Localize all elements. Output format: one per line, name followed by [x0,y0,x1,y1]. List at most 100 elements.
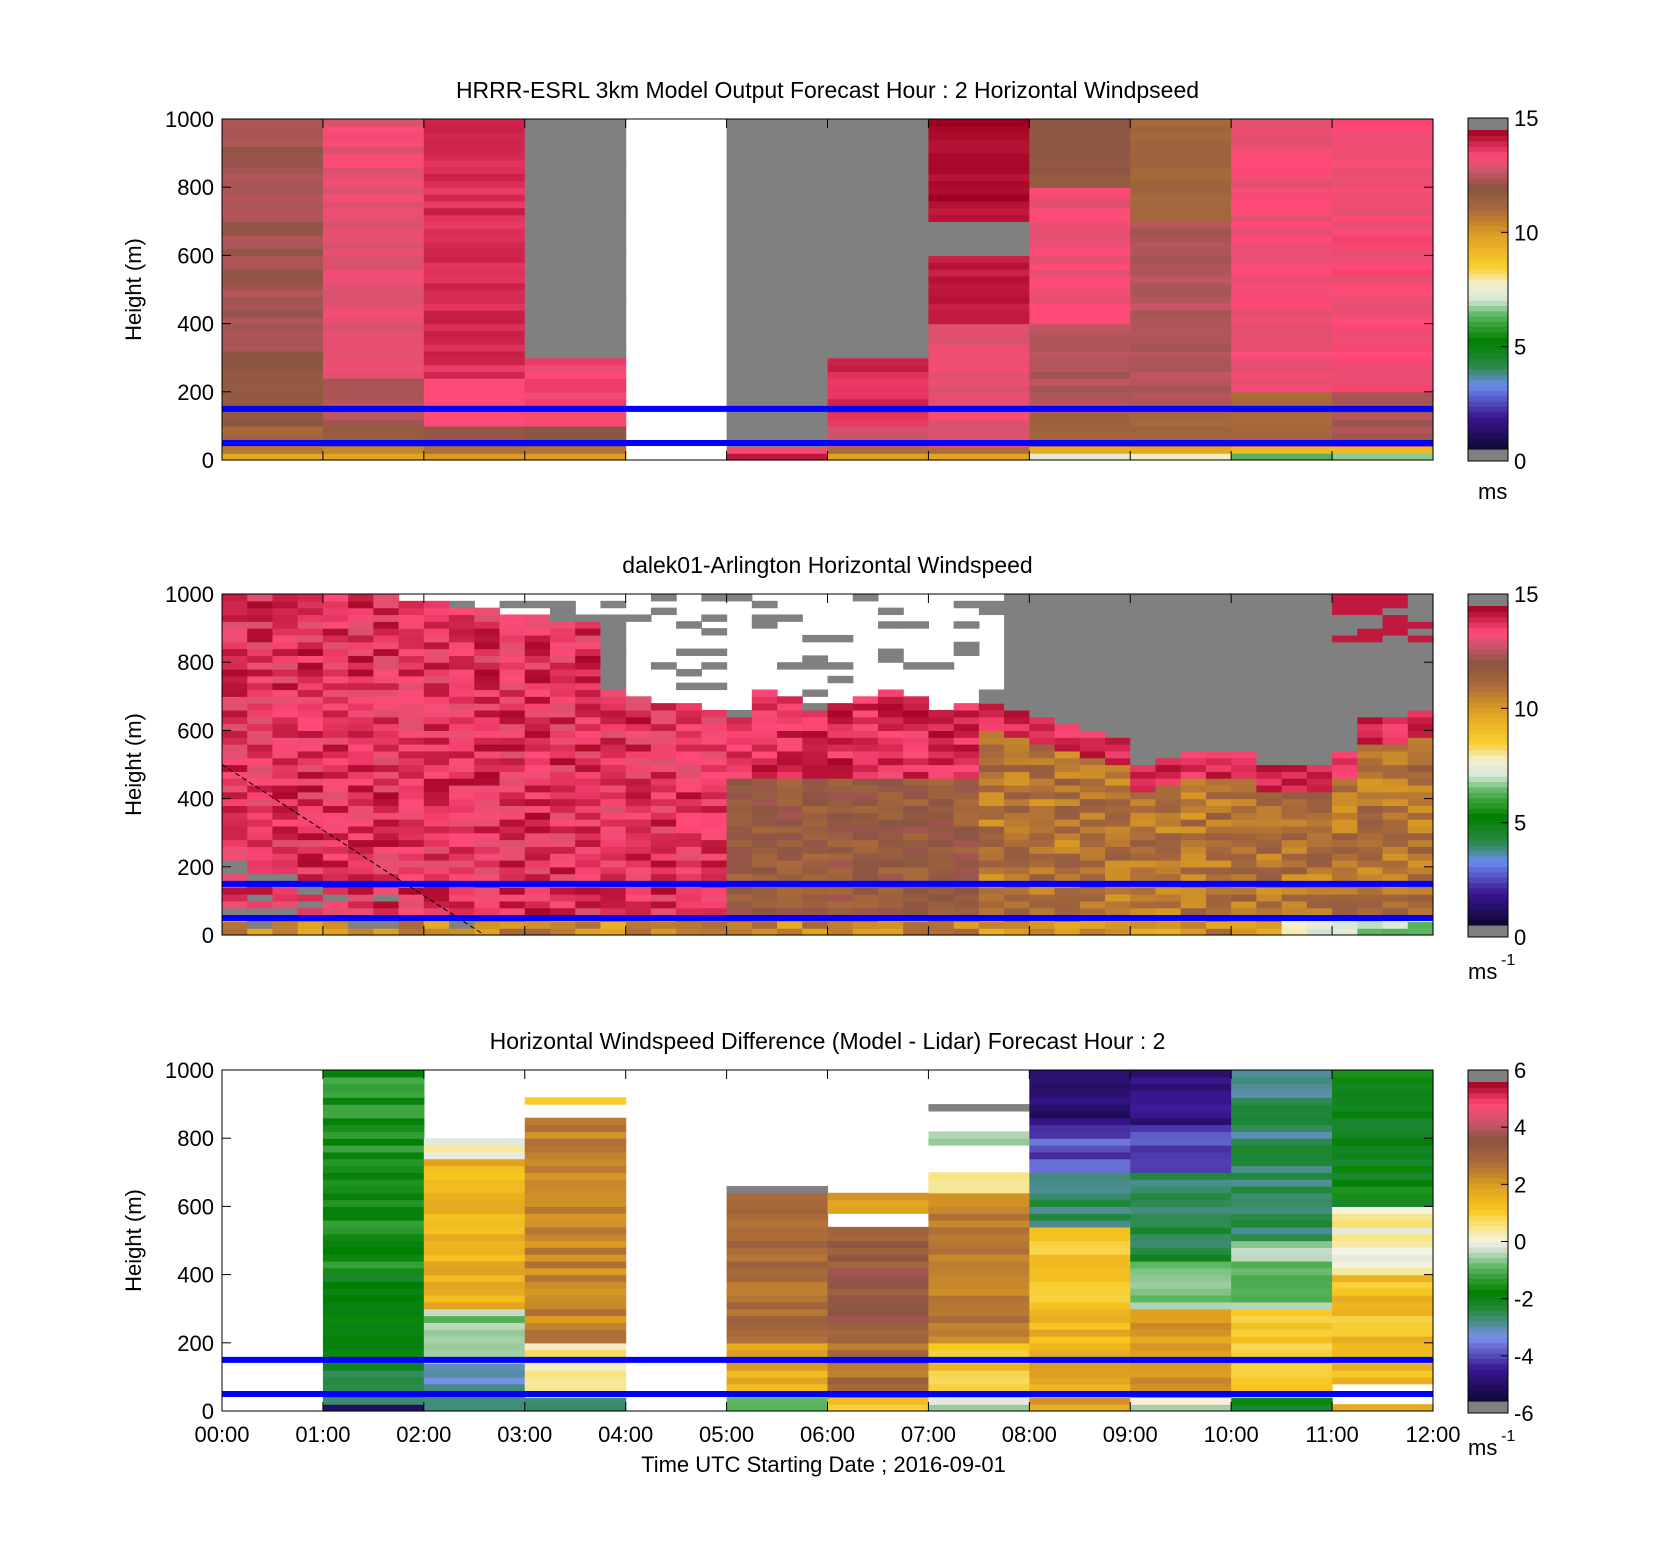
heatmap-cell [1130,900,1157,909]
heatmap-cell [1332,1070,1434,1078]
heatmap-cell [272,744,299,752]
heatmap-cell [1306,805,1333,813]
heatmap-cell [928,846,955,854]
heatmap-cell [903,696,930,704]
heatmap-cell [423,1145,526,1153]
heatmap-cell [222,180,324,188]
heatmap-cell [322,655,349,663]
heatmap-cell [600,750,627,759]
heatmap-cell [1079,730,1106,738]
heatmap-cell [1029,248,1131,256]
heatmap-cell [1407,812,1434,820]
heatmap-cell [1231,350,1333,359]
heatmap-cell [676,846,702,854]
colorbar-unit-superscript: -1 [1501,1428,1515,1445]
heatmap-cell [978,607,1005,616]
heatmap-cell [1054,757,1081,766]
colorbar-swatch [1468,278,1508,285]
heatmap-cell [701,805,728,813]
heatmap-cell [1357,839,1384,847]
heatmap-cell [600,723,627,731]
heatmap-cell [297,655,324,663]
heatmap-cell [524,750,551,759]
heatmap-cell [877,744,904,752]
heatmap-cell [1231,119,1333,127]
heatmap-cell [423,928,450,936]
heatmap-cell [1155,689,1182,697]
heatmap-cell [549,853,576,861]
heatmap-cell [827,132,930,141]
heatmap-cell [322,900,349,909]
heatmap-cell [398,723,425,731]
heatmap-cell [726,269,829,277]
heatmap-cell [1004,887,1030,895]
heatmap-cell [1130,180,1232,188]
heatmap-cell [1205,621,1232,629]
heatmap-cell [398,634,425,643]
heatmap-cell [1332,614,1358,622]
x-tick-label: 01:00 [295,1422,350,1447]
colorbar-swatch [1468,273,1508,280]
heatmap-cell [777,839,803,847]
heatmap-cell [600,805,627,813]
heatmap-cell [1130,1131,1232,1139]
colorbar-swatch [1468,1358,1508,1365]
heatmap-cell [928,303,1030,311]
heatmap-cell [903,921,930,929]
heatmap-cell [802,737,829,745]
heatmap-cell [852,853,879,861]
heatmap-cell [1130,805,1157,813]
heatmap-cell [1105,737,1131,745]
heatmap-cell [1105,778,1131,786]
heatmap-cell [1079,866,1106,875]
heatmap-cell [575,798,602,807]
heatmap-cell [423,1301,526,1310]
heatmap-cell [297,812,324,820]
heatmap-cell [398,900,425,909]
heatmap-cell [1130,1138,1232,1146]
heatmap-cell [449,600,475,609]
heatmap-cell [499,750,526,759]
heatmap-cell [575,921,602,929]
heatmap-cell [827,778,854,786]
heatmap-cell [827,634,854,643]
heatmap-cell [1281,689,1308,697]
heatmap-cell [575,669,602,677]
heatmap-cell [1004,873,1030,882]
heatmap-cell [322,248,425,256]
heatmap-cell [726,255,829,263]
heatmap-cell [1130,825,1157,834]
heatmap-cell [423,839,450,847]
heatmap-cell [751,894,778,902]
heatmap-cell [297,839,324,847]
heatmap-cell [1281,764,1308,772]
y-tick-label: 1000 [165,107,214,132]
heatmap-cell [297,778,324,786]
heatmap-cell [1231,634,1257,643]
heatmap-cell [1231,1329,1333,1337]
heatmap-cell [953,894,980,902]
heatmap-cell [1155,655,1182,663]
heatmap-cell [1004,648,1030,656]
heatmap-cell [423,200,526,209]
heatmap-cell [827,309,930,318]
heatmap-cell [1155,607,1182,616]
heatmap-cell [297,791,324,800]
heatmap-cell [575,723,602,731]
heatmap-cell [1029,648,1056,656]
heatmap-cell [373,798,400,807]
heatmap-cell [297,866,324,875]
heatmap-cell [524,1376,627,1385]
heatmap-cell [1382,696,1409,704]
heatmap-cell [676,757,702,766]
heatmap-cell [272,600,299,609]
heatmap-cell [1306,682,1333,691]
heatmap-cell [1130,655,1157,663]
heatmap-cell [1306,825,1333,834]
heatmap-cell [726,1349,829,1358]
heatmap-cell [1130,853,1157,861]
heatmap-cell [423,303,526,311]
heatmap-cell [524,289,627,297]
heatmap-cell [1332,1274,1434,1283]
heatmap-cell [1130,1397,1232,1405]
